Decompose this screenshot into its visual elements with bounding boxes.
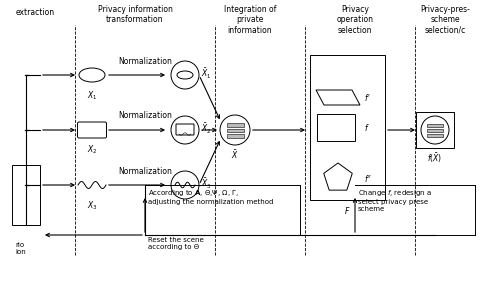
Text: $X_2$: $X_2$ xyxy=(87,144,97,157)
Text: $f$: $f$ xyxy=(364,122,370,133)
Bar xyxy=(227,123,243,127)
Text: $X_3$: $X_3$ xyxy=(87,200,97,212)
Text: $\bar{X}_3$: $\bar{X}_3$ xyxy=(201,177,212,191)
Text: Normalization: Normalization xyxy=(118,112,172,121)
Text: $f(\bar{X})$: $f(\bar{X})$ xyxy=(427,151,443,165)
Text: Reset the scene
according to Θ: Reset the scene according to Θ xyxy=(148,237,204,250)
Text: Change $f$, redesign a
select privacy prese
scheme: Change $f$, redesign a select privacy pr… xyxy=(358,188,432,212)
Text: Normalization: Normalization xyxy=(118,167,172,176)
Bar xyxy=(416,112,454,148)
Text: $f''$: $f''$ xyxy=(364,172,372,184)
Bar xyxy=(12,165,40,225)
Text: $X_1$: $X_1$ xyxy=(87,90,97,103)
Text: $f'$: $f'$ xyxy=(364,92,371,103)
Text: $\bar{X}_2$: $\bar{X}_2$ xyxy=(201,122,212,136)
Bar xyxy=(427,129,443,132)
Text: rio
ion: rio ion xyxy=(15,242,26,255)
Bar xyxy=(227,128,243,132)
Bar xyxy=(227,134,243,137)
Text: $\bar{X}$: $\bar{X}$ xyxy=(231,148,239,161)
Text: Privacy information
transformation: Privacy information transformation xyxy=(97,5,172,24)
Bar xyxy=(427,124,443,127)
Text: $\bar{X}_1$: $\bar{X}_1$ xyxy=(201,67,212,81)
Text: Normalization: Normalization xyxy=(118,56,172,65)
Text: extraction: extraction xyxy=(15,8,55,17)
Bar xyxy=(317,115,355,140)
Text: Privacy
operation
selection: Privacy operation selection xyxy=(336,5,373,35)
Text: $F$: $F$ xyxy=(344,205,351,216)
Text: Integration of
private
information: Integration of private information xyxy=(224,5,276,35)
Bar xyxy=(310,55,385,200)
Text: Privacy-pres-
scheme
selection/c: Privacy-pres- scheme selection/c xyxy=(420,5,470,35)
Text: According to $\mathbf{A}$, Θ,Ψ, Ω, Γ,
adjusting the normalization method: According to $\mathbf{A}$, Θ,Ψ, Ω, Γ, ad… xyxy=(148,188,274,205)
Bar xyxy=(427,134,443,137)
